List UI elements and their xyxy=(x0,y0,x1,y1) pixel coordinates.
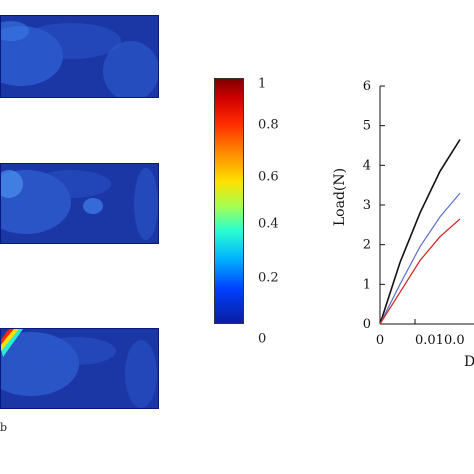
y-tick-label: 1 xyxy=(363,277,371,292)
y-tick-label: 6 xyxy=(363,79,371,94)
chart-ticks: 0 1 2 3 4 5 6 0 0.010.0 xyxy=(363,79,465,348)
x-axis-label: D xyxy=(464,354,474,370)
y-tick-label: 4 xyxy=(363,158,371,173)
x-tick-label: 0.010.0 xyxy=(415,333,465,348)
series-line-3 xyxy=(379,218,461,325)
chart-axes xyxy=(379,86,474,325)
colorbar-tick-label: 0 xyxy=(258,331,267,347)
contour-field-3 xyxy=(1,329,158,408)
colorbar xyxy=(214,78,244,324)
contour-panel-3 xyxy=(0,328,159,409)
chart-series xyxy=(379,139,461,325)
y-tick-label: 0 xyxy=(363,317,371,332)
panel-label: b xyxy=(0,421,8,434)
y-tick-label: 5 xyxy=(363,119,371,134)
colorbar-tick-label: 0.6 xyxy=(258,169,279,185)
series-line-1 xyxy=(379,139,461,325)
series-line-2 xyxy=(379,192,461,325)
colorbar-tick-label: 0.4 xyxy=(258,216,279,232)
y-axis-label: Load(N) xyxy=(332,168,348,226)
contour-field-2 xyxy=(1,164,158,243)
y-tick-label: 2 xyxy=(363,238,371,253)
y-tick-label: 3 xyxy=(363,198,371,213)
colorbar-tick-label: 0.2 xyxy=(258,270,279,286)
contour-panel-1 xyxy=(0,15,159,98)
contour-panel-2 xyxy=(0,163,159,244)
colorbar-tick-label: 0.8 xyxy=(258,117,279,133)
x-tick-label: 0 xyxy=(376,333,384,348)
contour-field-1 xyxy=(1,16,158,97)
colorbar-gradient xyxy=(214,78,244,324)
colorbar-tick-label: 1 xyxy=(258,76,267,92)
load-displacement-chart: 0 1 2 3 4 5 6 0 0.010.0 Load(N) D xyxy=(332,79,474,370)
